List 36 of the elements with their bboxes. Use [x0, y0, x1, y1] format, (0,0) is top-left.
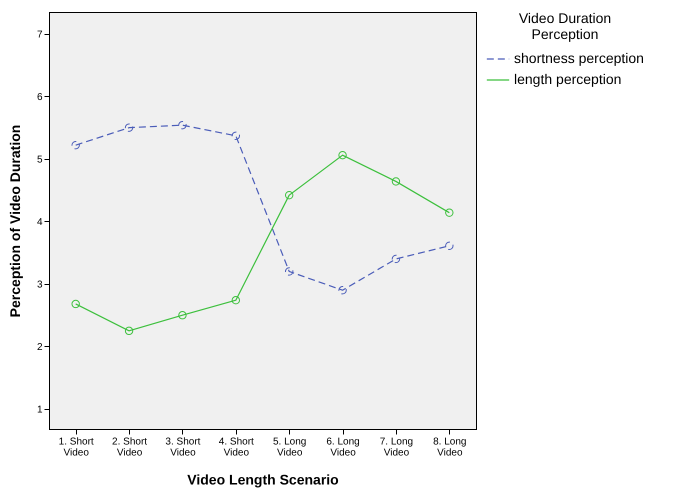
point — [71, 140, 80, 150]
x-tick-label: 3. Short Video — [165, 436, 201, 458]
x-tick-label: 2. Short Video — [112, 436, 148, 458]
x-tick-label: 5. Long Video — [273, 436, 306, 458]
x-tick-label: 6. Long Video — [326, 436, 360, 458]
point — [338, 286, 347, 294]
y-tick-label: 3 — [36, 279, 43, 290]
x-tick-label: 1. Short Video — [58, 436, 94, 458]
x-tick-label: 4. Short Video — [218, 436, 254, 458]
x-tick-label: 8. Long Video — [433, 436, 466, 458]
point — [338, 150, 347, 160]
point — [232, 296, 240, 304]
point — [284, 267, 294, 276]
point — [445, 242, 454, 250]
point — [392, 177, 400, 186]
y-tick-label: 7 — [36, 29, 43, 40]
point — [178, 120, 187, 130]
point — [392, 254, 400, 264]
legend-title: Video Duration Perception — [518, 10, 612, 42]
x-axis-title: Video Length Scenario — [187, 472, 339, 488]
y-tick-label: 1 — [36, 404, 43, 416]
y-tick-label: 4 — [36, 216, 43, 228]
y-tick-label: 2 — [36, 342, 43, 353]
point — [124, 326, 134, 336]
point — [284, 190, 294, 200]
y-tick-label: 6 — [36, 92, 43, 103]
y-tick-label: 5 — [36, 154, 43, 166]
point — [232, 132, 240, 140]
legend-label: length perception — [514, 71, 622, 87]
point — [71, 300, 80, 308]
x-tick-label: 7. Long Video — [380, 436, 414, 458]
y-axis-title: Perception of Video Duration — [6, 124, 23, 318]
point — [124, 123, 134, 132]
point — [445, 208, 454, 217]
point — [178, 311, 187, 320]
legend-label: shortness perception — [514, 50, 644, 66]
